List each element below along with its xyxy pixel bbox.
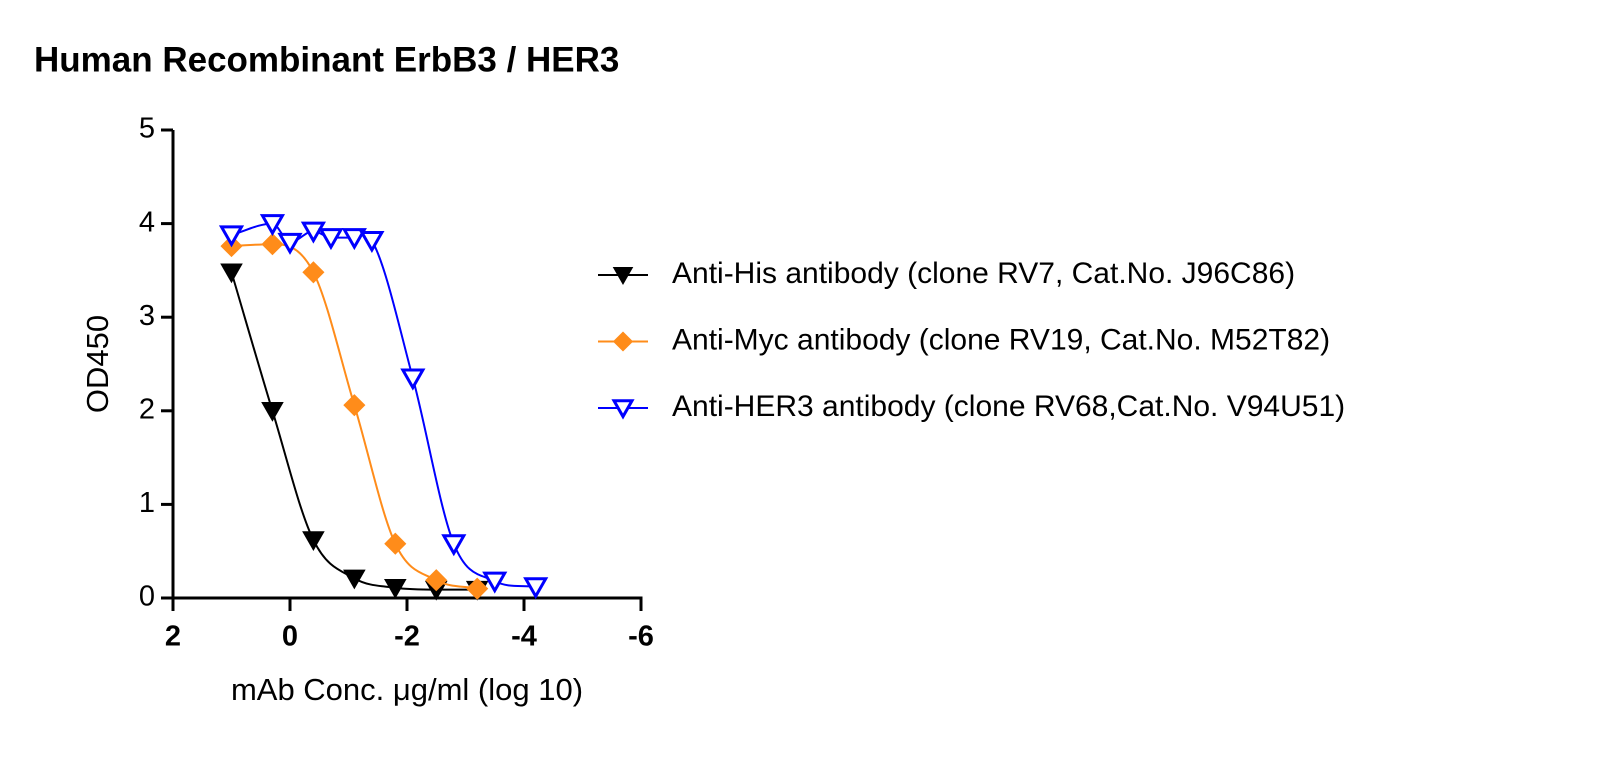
x-tick-label: 0: [282, 621, 298, 653]
marker: [259, 214, 286, 237]
marker: [523, 577, 549, 600]
legend-item: Anti-HER3 antibody (clone RV68,Cat.No. V…: [598, 390, 1345, 423]
y-tick-label: 5: [139, 113, 155, 145]
marker: [384, 532, 407, 555]
marker: [220, 263, 243, 284]
y-axis-label: OD450: [80, 315, 115, 413]
marker: [482, 571, 508, 594]
fit-curve: [231, 243, 478, 590]
marker: [261, 233, 284, 256]
marker: [343, 569, 366, 590]
x-tick-label: -2: [394, 621, 420, 653]
legend-label: Anti-His antibody (clone RV7, Cat.No. J9…: [672, 257, 1295, 290]
marker: [612, 267, 634, 286]
y-tick-label: 2: [139, 393, 155, 425]
chart-title: Human Recombinant ErbB3 / HER3: [34, 40, 619, 79]
y-tick-label: 4: [139, 206, 155, 238]
marker: [441, 534, 467, 557]
legend-item: Anti-His antibody (clone RV7, Cat.No. J9…: [598, 257, 1295, 290]
legend-label: Anti-Myc antibody (clone RV19, Cat.No. M…: [672, 323, 1330, 356]
x-tick-label: -4: [511, 621, 537, 653]
marker: [425, 569, 448, 592]
marker: [400, 368, 426, 391]
legend-item: Anti-Myc antibody (clone RV19, Cat.No. M…: [598, 323, 1330, 356]
y-tick-label: 0: [139, 581, 155, 613]
marker: [277, 232, 303, 255]
legend-label: Anti-HER3 antibody (clone RV68,Cat.No. V…: [672, 390, 1345, 423]
marker: [318, 228, 344, 251]
marker: [341, 228, 367, 251]
marker: [302, 261, 325, 284]
x-axis-label: mAb Conc. μg/ml (log 10): [231, 672, 583, 707]
marker: [218, 225, 245, 248]
marker: [343, 394, 366, 417]
x-tick-label: 2: [165, 621, 181, 653]
marker: [466, 577, 489, 600]
y-tick-label: 3: [139, 300, 155, 332]
marker: [611, 399, 635, 420]
marker: [612, 331, 634, 352]
marker: [261, 402, 284, 422]
fit-curve: [230, 271, 478, 591]
marker: [302, 531, 325, 551]
marker: [384, 578, 407, 599]
marker: [359, 230, 385, 253]
marker: [300, 221, 326, 244]
x-tick-label: -6: [628, 621, 654, 653]
y-tick-label: 1: [139, 487, 155, 519]
